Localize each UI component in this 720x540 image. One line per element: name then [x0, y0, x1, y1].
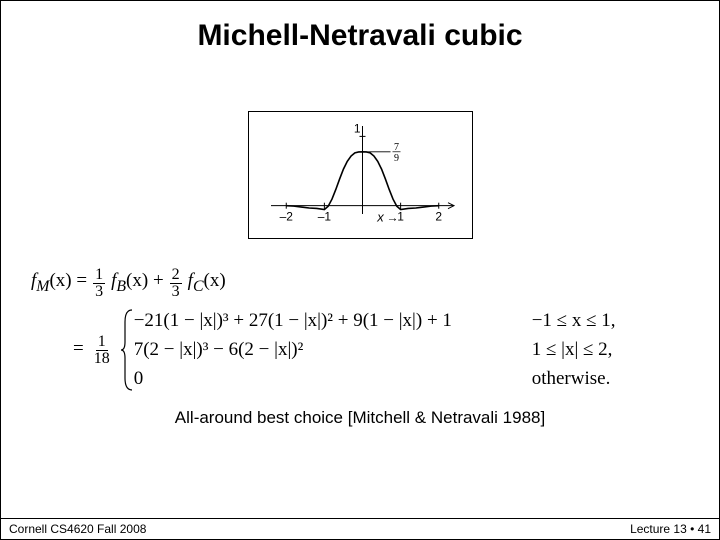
case-row: −21(1 − |x|)³ + 27(1 − |x|)² + 9(1 − |x|… — [134, 310, 642, 333]
slide: Michell-Netravali cubic –2–1121x→79 fM(x… — [0, 0, 720, 540]
frac-2-3: 2 3 — [170, 267, 182, 300]
svg-text:7: 7 — [394, 142, 399, 153]
case-cond: 1 ≤ |x| ≤ 2, — [532, 339, 642, 362]
svg-text:9: 9 — [394, 153, 399, 164]
case-expr: 0 — [134, 368, 514, 391]
case-cond: otherwise. — [532, 368, 642, 391]
svg-text:–2: –2 — [279, 210, 293, 224]
svg-text:–1: –1 — [317, 210, 331, 224]
equation-block: fM(x) = 1 3 fB(x) + 2 3 fC(x) = 1 18 — [31, 267, 719, 390]
svg-text:1: 1 — [353, 121, 360, 135]
equation-line-1: fM(x) = 1 3 fB(x) + 2 3 fC(x) — [31, 267, 719, 300]
plot-svg: –2–1121x→79 — [249, 112, 474, 240]
svg-text:x: x — [376, 210, 384, 225]
caption: All-around best choice [Mitchell & Netra… — [1, 408, 719, 428]
svg-text:2: 2 — [435, 210, 442, 224]
eq-equals: = — [73, 308, 84, 361]
eq-term1: fB(x) + — [111, 270, 164, 297]
frac-1-3: 1 3 — [93, 267, 105, 300]
footer-right: Lecture 13 • 41 — [630, 522, 711, 536]
piecewise: −21(1 − |x|)³ + 27(1 − |x|)² + 9(1 − |x|… — [120, 308, 642, 390]
frac-1-18: 1 18 — [92, 334, 112, 367]
eq-lhs: fM(x) = — [31, 270, 87, 297]
footer-left: Cornell CS4620 Fall 2008 — [9, 522, 146, 536]
equation-line-2: = 1 18 −21(1 − |x|)³ + 27(1 − |x|)² + 9(… — [73, 308, 719, 390]
case-row: 0 otherwise. — [134, 368, 642, 391]
eq-term2: fC(x) — [188, 270, 226, 297]
case-expr: 7(2 − |x|)³ − 6(2 − |x|)² — [134, 339, 514, 362]
case-row: 7(2 − |x|)³ − 6(2 − |x|)² 1 ≤ |x| ≤ 2, — [134, 339, 642, 362]
svg-text:→: → — [386, 211, 398, 225]
case-cond: −1 ≤ x ≤ 1, — [532, 310, 642, 333]
slide-footer: Cornell CS4620 Fall 2008 Lecture 13 • 41 — [1, 518, 719, 539]
brace-icon — [120, 308, 134, 390]
slide-title: Michell-Netravali cubic — [1, 19, 719, 53]
filter-plot: –2–1121x→79 — [248, 111, 473, 239]
cases-list: −21(1 − |x|)³ + 27(1 − |x|)² + 9(1 − |x|… — [134, 308, 642, 390]
case-expr: −21(1 − |x|)³ + 27(1 − |x|)² + 9(1 − |x|… — [134, 310, 514, 333]
